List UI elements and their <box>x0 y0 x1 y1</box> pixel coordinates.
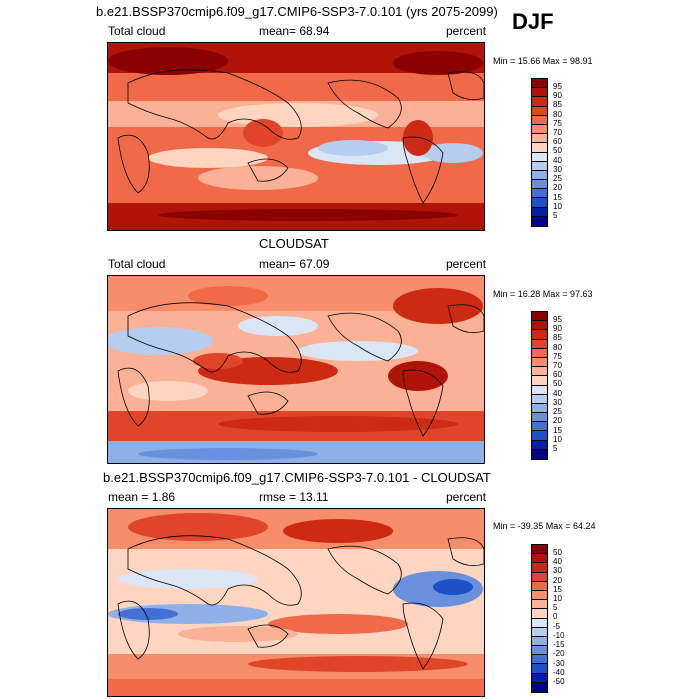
panel1-mean-label: mean= 68.94 <box>259 24 330 38</box>
panel1-cbar-label: 40 <box>553 156 562 165</box>
panel2-cbar-label: 40 <box>553 389 562 398</box>
panel3-cbar-label: 50 <box>553 548 562 557</box>
panel3-cbar-label: 5 <box>553 603 558 612</box>
panel1-cbar-label: 15 <box>553 193 562 202</box>
panel1-map <box>107 42 485 231</box>
panel2-cbar-label: 85 <box>553 333 562 342</box>
panel2-cbar-label: 25 <box>553 407 562 416</box>
panel3-rmse-label: rmse = 13.11 <box>259 490 329 504</box>
panel3-map <box>107 508 485 697</box>
panel2-cbar-label: 10 <box>553 435 562 444</box>
panel1-cbar-label: 60 <box>553 137 562 146</box>
panel1-cbar-label: 85 <box>553 100 562 109</box>
panel2-cbar-label: 75 <box>553 352 562 361</box>
panel1-cbar-label: 20 <box>553 183 562 192</box>
panel3-cbar-label: 0 <box>553 612 558 621</box>
panel3-title: b.e21.BSSP370cmip6.f09_g17.CMIP6-SSP3-7.… <box>103 470 491 485</box>
panel2-units-label: percent <box>446 257 487 271</box>
panel1-left-label: Total cloud <box>108 24 166 38</box>
panel3-colorbar <box>531 544 548 693</box>
panel1-minmax: Min = 15.66 Max = 98.91 <box>493 56 593 66</box>
panel2-cbar-label: 30 <box>553 398 562 407</box>
panel1-cbar-label: 50 <box>553 146 562 155</box>
panel3-cbar-label: -50 <box>553 677 565 686</box>
panel2-cbar-label: 60 <box>553 370 562 379</box>
panel1-cbar-label: 75 <box>553 119 562 128</box>
panel3-minmax: Min = -39.35 Max = 64.24 <box>493 521 596 531</box>
panel1-cbar-label: 5 <box>553 211 558 220</box>
main-title: b.e21.BSSP370cmip6.f09_g17.CMIP6-SSP3-7.… <box>96 4 498 19</box>
panel3-cbar-label: 20 <box>553 576 562 585</box>
panel3-cbar-label: 40 <box>553 557 562 566</box>
panel2-cbar-label: 90 <box>553 324 562 333</box>
panel3-cbar-label: -5 <box>553 622 561 631</box>
panel3-cbar-label: 10 <box>553 594 562 603</box>
panel1-cbar-label: 80 <box>553 110 562 119</box>
panel2-cbar-label: 70 <box>553 361 562 370</box>
panel1-cbar-label: 30 <box>553 165 562 174</box>
panel3-cbar-label: -30 <box>553 659 565 668</box>
panel3-cbar-label: 15 <box>553 585 562 594</box>
panel2-cbar-label: 80 <box>553 343 562 352</box>
panel3-cbar-label: -15 <box>553 640 565 649</box>
panel1-cbar-label: 95 <box>553 82 562 91</box>
panel1-map-svg <box>108 43 484 230</box>
panel3-cbar-label: -40 <box>553 668 565 677</box>
panel1-cbar-label: 70 <box>553 128 562 137</box>
panel1-cbar-label: 25 <box>553 174 562 183</box>
panel1-cbar-label: 90 <box>553 91 562 100</box>
panel2-title: CLOUDSAT <box>259 236 329 251</box>
panel2-cbar-label: 5 <box>553 444 558 453</box>
panel3-cbar-label: -10 <box>553 631 565 640</box>
panel2-colorbar <box>531 311 548 460</box>
panel3-map-svg <box>108 509 484 696</box>
panel2-cbar-label: 95 <box>553 315 562 324</box>
season-label: DJF <box>512 9 554 34</box>
panel2-mean-label: mean= 67.09 <box>259 257 330 271</box>
panel2-cbar-label: 15 <box>553 426 562 435</box>
panel2-cbar-label: 20 <box>553 416 562 425</box>
panel2-minmax: Min = 16.28 Max = 97.63 <box>493 289 593 299</box>
panel2-cbar-label: 50 <box>553 379 562 388</box>
panel3-cbar-label: 30 <box>553 566 562 575</box>
panel2-left-label: Total cloud <box>108 257 166 271</box>
panel3-units-label: percent <box>446 490 487 504</box>
panel2-map <box>107 275 485 464</box>
panel3-cbar-label: -20 <box>553 649 565 658</box>
panel1-units-label: percent <box>446 24 487 38</box>
panel3-mean-label: mean = 1.86 <box>108 490 176 504</box>
panel2-map-svg <box>108 276 484 463</box>
panel1-cbar-label: 10 <box>553 202 562 211</box>
panel1-colorbar <box>531 78 548 227</box>
